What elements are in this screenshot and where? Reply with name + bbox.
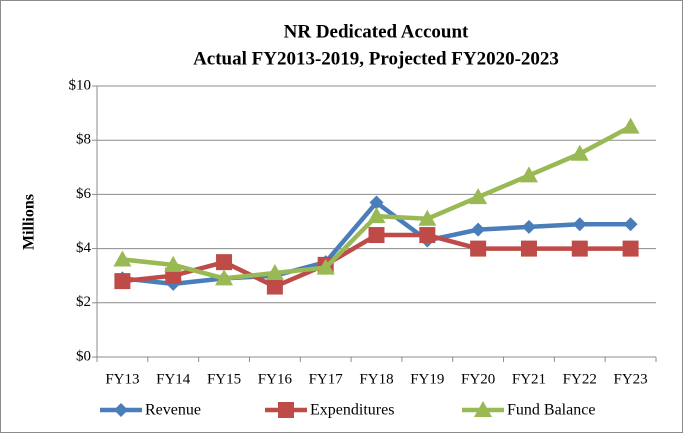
data-point <box>519 166 538 183</box>
x-tick-label: FY23 <box>613 371 647 387</box>
data-point <box>471 222 486 237</box>
data-point <box>621 117 640 134</box>
chart-title: NR Dedicated Account <box>284 21 469 42</box>
data-point <box>470 240 487 257</box>
data-point <box>164 255 183 272</box>
y-tick-label: $10 <box>69 77 92 93</box>
x-tick-label: FY14 <box>156 371 191 387</box>
data-point <box>520 240 537 257</box>
y-tick-label: $4 <box>76 240 92 256</box>
data-point <box>114 273 131 290</box>
x-tick-label: FY18 <box>359 371 393 387</box>
x-tick-label: FY17 <box>309 371 344 387</box>
y-tick-label: $6 <box>76 186 92 202</box>
legend-label: Fund Balance <box>507 402 595 419</box>
data-point <box>469 188 488 205</box>
data-point <box>265 263 284 280</box>
legend-label: Expenditures <box>310 402 394 419</box>
data-point <box>113 250 132 267</box>
data-point <box>419 227 436 244</box>
x-tick-label: FY15 <box>207 371 241 387</box>
x-tick-label: FY16 <box>258 371 293 387</box>
data-point <box>369 195 384 210</box>
data-point <box>521 219 536 234</box>
x-tick-label: FY22 <box>563 371 597 387</box>
data-point <box>572 217 587 232</box>
x-tick-label: FY20 <box>461 371 495 387</box>
x-tick-label: FY13 <box>105 371 139 387</box>
y-tick-label: $8 <box>76 132 91 148</box>
legend-label: Revenue <box>145 402 201 419</box>
data-point <box>215 269 234 286</box>
x-tick-label: FY21 <box>512 371 546 387</box>
y-tick-label: $2 <box>76 294 91 310</box>
legend-marker <box>278 402 294 418</box>
legend-marker <box>114 403 128 417</box>
y-tick-label: $0 <box>76 348 91 364</box>
y-axis-label: Millions <box>21 194 38 250</box>
data-point <box>418 209 437 226</box>
chart-subtitle: Actual FY2013-2019, Projected FY2020-202… <box>193 48 559 69</box>
data-point <box>622 240 639 257</box>
data-point <box>623 217 638 232</box>
data-point <box>316 258 335 275</box>
legend-marker <box>474 401 492 417</box>
x-tick-label: FY19 <box>410 371 444 387</box>
data-point <box>266 278 283 295</box>
data-point <box>216 254 233 271</box>
data-point <box>571 240 588 257</box>
data-point <box>570 144 589 161</box>
data-point <box>367 207 386 224</box>
data-point <box>368 227 385 244</box>
